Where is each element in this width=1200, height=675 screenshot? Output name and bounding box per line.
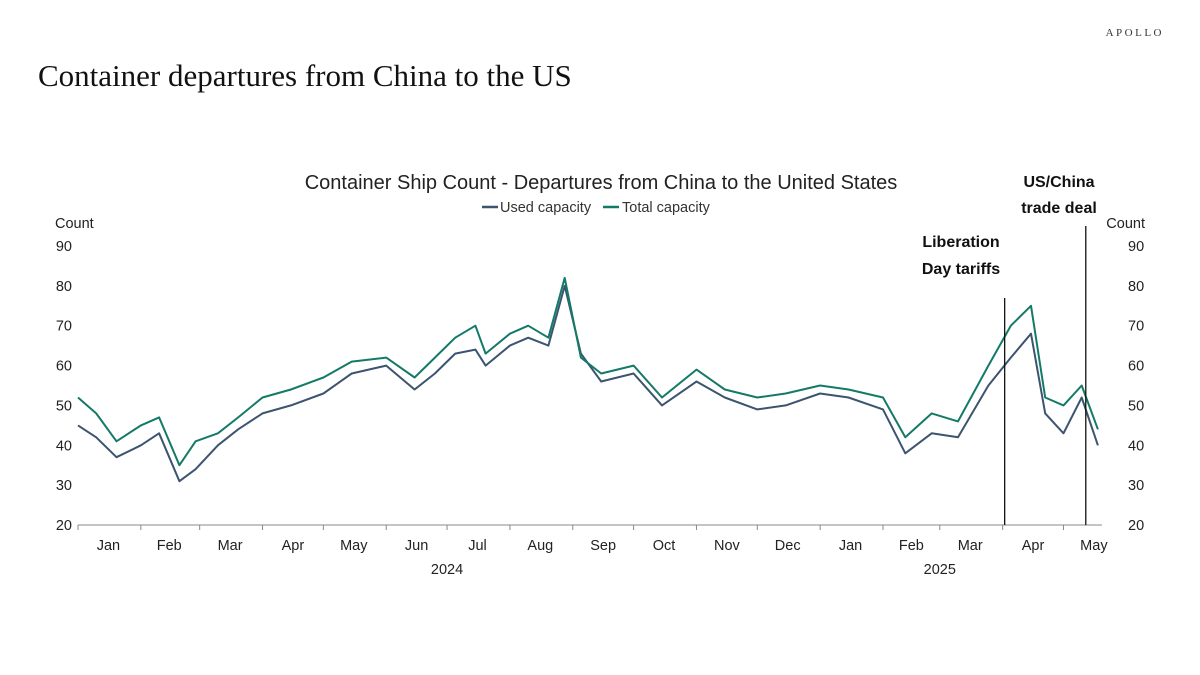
y-tick-label-right: 90	[1128, 239, 1144, 255]
x-year-label: 2025	[924, 562, 956, 578]
y-tick-label-right: 60	[1128, 359, 1144, 375]
y-tick-label-right: 20	[1128, 518, 1144, 534]
x-tick-label: Jan	[97, 538, 120, 554]
event-marker-label: Liberation	[922, 234, 999, 251]
x-tick-label: Mar	[218, 538, 243, 554]
x-tick-label: Apr	[1022, 538, 1045, 554]
x-tick-label: Jul	[468, 538, 487, 554]
y-tick-label-left: 30	[56, 478, 72, 494]
x-tick-label: Sep	[590, 538, 616, 554]
x-tick-label: Nov	[714, 538, 741, 554]
legend-label-total-capacity: Total capacity	[622, 200, 711, 216]
x-tick-label: May	[1080, 538, 1108, 554]
event-marker-label: Day tariffs	[922, 261, 1000, 278]
series-layer	[77, 276, 1099, 483]
series-line-total-capacity	[77, 276, 1099, 467]
y-tick-label-left: 80	[56, 279, 72, 295]
x-axis: Jan Feb Mar Apr May Jun Jul Aug Sep Oct Nov Dec Jan F…	[77, 524, 1108, 578]
x-tick-label: Mar	[958, 538, 983, 554]
annotations: Liberation Day tariffs US/China trade deal	[922, 174, 1097, 525]
x-tick-label: May	[340, 538, 368, 554]
legend-label-used-capacity: Used capacity	[500, 200, 592, 216]
y-tick-label-left: 40	[56, 438, 72, 454]
x-year-label: 2024	[431, 562, 463, 578]
y-tick-label-right: 80	[1128, 279, 1144, 295]
y-tick-label-right: 30	[1128, 478, 1144, 494]
brand-logo: APOLLO	[1105, 27, 1164, 39]
chart-title: Container Ship Count - Departures from C…	[305, 172, 898, 194]
right-y-axis: 20 30 40 50 60 70 80 90	[1128, 239, 1144, 534]
y-tick-label-left: 60	[56, 359, 72, 375]
y-tick-label-left: 70	[56, 319, 72, 335]
x-tick-label: Aug	[527, 538, 553, 554]
x-tick-label: Oct	[653, 538, 676, 554]
y-tick-label-left: 90	[56, 239, 72, 255]
series-line-used-capacity	[77, 284, 1099, 483]
x-tick-label: Apr	[282, 538, 305, 554]
left-y-axis: 20 30 40 50 60 70 80 90	[56, 239, 72, 534]
event-marker-label: trade deal	[1021, 200, 1097, 217]
y-tick-label-left: 50	[56, 398, 72, 414]
right-axis-unit-label: Count	[1106, 216, 1145, 232]
x-tick-label: Feb	[157, 538, 182, 554]
x-tick-label: Dec	[775, 538, 801, 554]
y-tick-label-right: 50	[1128, 398, 1144, 414]
x-tick-label: Jun	[405, 538, 428, 554]
x-tick-label: Jan	[839, 538, 862, 554]
left-axis-unit-label: Count	[55, 216, 94, 232]
chart-legend: Used capacity Total capacity	[482, 200, 711, 216]
event-marker-label: US/China	[1023, 174, 1094, 191]
x-tick-label: Feb	[899, 538, 924, 554]
y-tick-label-right: 70	[1128, 319, 1144, 335]
page-title: Container departures from China to the U…	[38, 58, 572, 93]
y-tick-label-left: 20	[56, 518, 72, 534]
y-tick-label-right: 40	[1128, 438, 1144, 454]
